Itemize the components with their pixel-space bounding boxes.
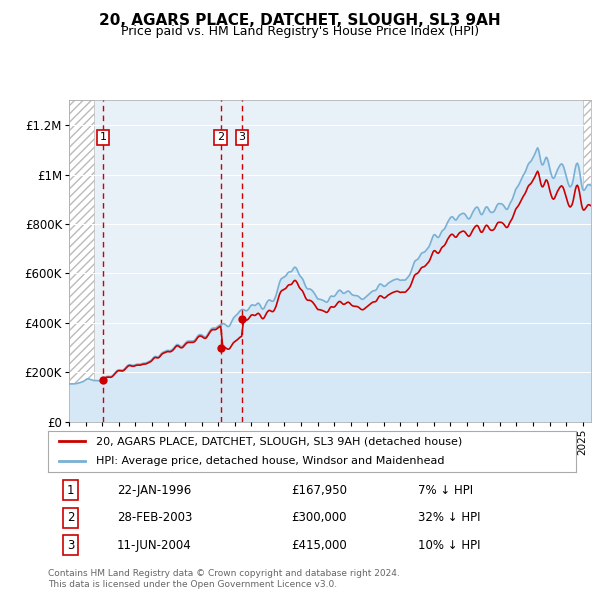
- Text: Price paid vs. HM Land Registry's House Price Index (HPI): Price paid vs. HM Land Registry's House …: [121, 25, 479, 38]
- Text: 7% ↓ HPI: 7% ↓ HPI: [418, 484, 473, 497]
- Text: Contains HM Land Registry data © Crown copyright and database right 2024.
This d: Contains HM Land Registry data © Crown c…: [48, 569, 400, 589]
- Text: 10% ↓ HPI: 10% ↓ HPI: [418, 539, 480, 552]
- Text: 20, AGARS PLACE, DATCHET, SLOUGH, SL3 9AH (detached house): 20, AGARS PLACE, DATCHET, SLOUGH, SL3 9A…: [95, 437, 462, 447]
- Text: £167,950: £167,950: [291, 484, 347, 497]
- Text: 1: 1: [67, 484, 74, 497]
- Text: 20, AGARS PLACE, DATCHET, SLOUGH, SL3 9AH: 20, AGARS PLACE, DATCHET, SLOUGH, SL3 9A…: [99, 13, 501, 28]
- Text: 11-JUN-2004: 11-JUN-2004: [116, 539, 191, 552]
- Text: HPI: Average price, detached house, Windsor and Maidenhead: HPI: Average price, detached house, Wind…: [95, 456, 444, 466]
- Text: £415,000: £415,000: [291, 539, 347, 552]
- Text: 2: 2: [217, 132, 224, 142]
- Text: 3: 3: [239, 132, 245, 142]
- Text: 1: 1: [100, 132, 107, 142]
- Text: 22-JAN-1996: 22-JAN-1996: [116, 484, 191, 497]
- Text: £300,000: £300,000: [291, 511, 346, 525]
- Text: 3: 3: [67, 539, 74, 552]
- Bar: [583, 100, 591, 422]
- Text: 28-FEB-2003: 28-FEB-2003: [116, 511, 192, 525]
- Text: 32% ↓ HPI: 32% ↓ HPI: [418, 511, 480, 525]
- Text: 2: 2: [67, 511, 74, 525]
- Bar: [69, 100, 94, 422]
